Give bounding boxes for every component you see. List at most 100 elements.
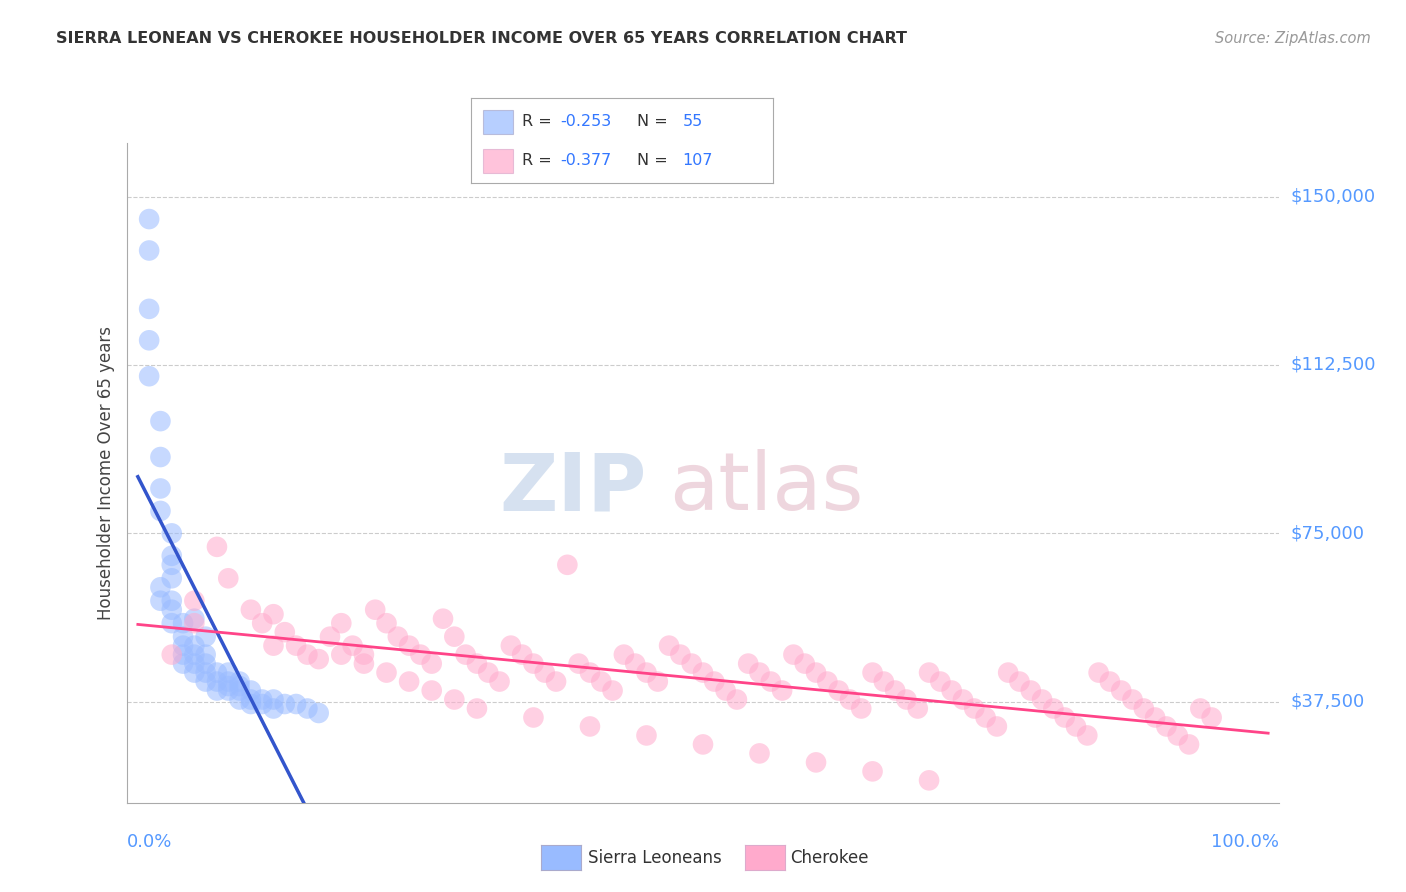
Text: $37,500: $37,500 — [1291, 693, 1365, 711]
Point — [963, 701, 986, 715]
Point — [1178, 738, 1201, 752]
Point — [1031, 692, 1053, 706]
Point — [239, 603, 262, 617]
Point — [907, 701, 929, 715]
Point — [205, 540, 228, 554]
Point — [387, 630, 409, 644]
Point — [602, 683, 624, 698]
Point — [1167, 728, 1189, 742]
Point — [183, 657, 205, 671]
Point — [342, 639, 364, 653]
Point — [1156, 719, 1178, 733]
Point — [149, 450, 172, 464]
Point — [194, 630, 217, 644]
Point — [669, 648, 692, 662]
Point — [263, 692, 285, 706]
Point — [297, 701, 319, 715]
Point — [172, 616, 194, 631]
Point — [138, 212, 160, 227]
Point — [465, 701, 488, 715]
Point — [160, 571, 183, 585]
Point — [804, 665, 827, 680]
Point — [160, 549, 183, 563]
Point — [250, 616, 273, 631]
Point — [1144, 710, 1167, 724]
Point — [172, 630, 194, 644]
Point — [172, 648, 194, 662]
Text: R =: R = — [523, 114, 557, 129]
Point — [228, 683, 250, 698]
Point — [1008, 674, 1031, 689]
Point — [250, 697, 273, 711]
Point — [748, 747, 770, 761]
Point — [263, 701, 285, 715]
Text: -0.253: -0.253 — [560, 114, 612, 129]
Point — [183, 593, 205, 607]
Point — [703, 674, 725, 689]
Point — [941, 683, 963, 698]
Point — [217, 679, 239, 693]
Point — [647, 674, 669, 689]
Point — [409, 648, 432, 662]
Point — [454, 648, 477, 662]
Point — [1098, 674, 1121, 689]
Point — [138, 369, 160, 384]
Point — [681, 657, 703, 671]
Point — [228, 674, 250, 689]
Point — [782, 648, 804, 662]
Point — [1087, 665, 1109, 680]
Point — [477, 665, 499, 680]
Point — [544, 674, 567, 689]
Point — [896, 692, 918, 706]
Point — [239, 683, 262, 698]
Text: Sierra Leoneans: Sierra Leoneans — [588, 849, 721, 867]
Point — [1121, 692, 1143, 706]
Point — [217, 674, 239, 689]
Point — [420, 657, 443, 671]
Point — [737, 657, 759, 671]
Text: R =: R = — [523, 153, 557, 169]
Point — [149, 593, 172, 607]
Point — [862, 665, 884, 680]
Point — [770, 683, 793, 698]
Point — [353, 648, 375, 662]
Text: 107: 107 — [683, 153, 713, 169]
Point — [308, 652, 330, 666]
Point — [194, 657, 217, 671]
Point — [239, 692, 262, 706]
Point — [205, 683, 228, 698]
Point — [974, 710, 997, 724]
Text: $150,000: $150,000 — [1291, 187, 1375, 205]
Text: N =: N = — [637, 153, 673, 169]
Point — [510, 648, 533, 662]
Point — [1019, 683, 1042, 698]
Point — [591, 674, 613, 689]
Point — [149, 580, 172, 594]
Point — [398, 674, 420, 689]
Point — [160, 526, 183, 541]
Point — [1053, 710, 1076, 724]
Point — [149, 414, 172, 428]
Point — [624, 657, 647, 671]
Point — [443, 692, 465, 706]
Point — [714, 683, 737, 698]
Point — [239, 697, 262, 711]
Point — [217, 665, 239, 680]
Text: N =: N = — [637, 114, 673, 129]
Point — [183, 665, 205, 680]
Point — [533, 665, 555, 680]
Point — [804, 756, 827, 770]
Point — [172, 657, 194, 671]
Point — [432, 612, 454, 626]
Point — [929, 674, 952, 689]
Text: ZIP: ZIP — [499, 450, 647, 527]
Point — [194, 665, 217, 680]
Point — [488, 674, 510, 689]
Point — [160, 616, 183, 631]
Point — [263, 639, 285, 653]
Point — [160, 558, 183, 572]
Point — [884, 683, 907, 698]
Point — [375, 616, 398, 631]
Point — [1109, 683, 1132, 698]
Point — [183, 616, 205, 631]
